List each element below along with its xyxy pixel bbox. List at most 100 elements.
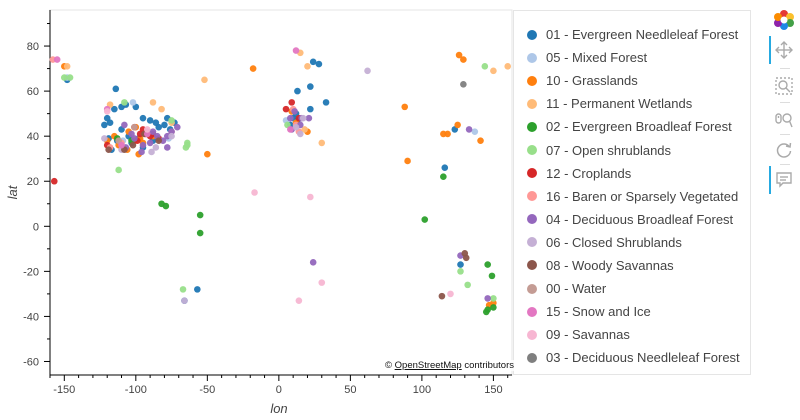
data-point[interactable] [444, 130, 451, 138]
data-point[interactable] [118, 141, 125, 149]
data-point[interactable] [121, 121, 128, 129]
data-point[interactable] [196, 229, 204, 237]
data-point[interactable] [457, 268, 464, 275]
data-point[interactable] [401, 103, 409, 111]
legend-item[interactable]: 08 - Woody Savannas [514, 254, 750, 277]
data-point[interactable] [309, 58, 317, 66]
data-point[interactable] [146, 139, 154, 147]
data-point[interactable] [146, 117, 154, 124]
data-point[interactable] [168, 132, 175, 140]
data-point[interactable] [181, 297, 188, 304]
data-point[interactable] [304, 63, 311, 70]
data-point[interactable] [490, 304, 497, 311]
data-point[interactable] [309, 259, 317, 266]
data-point[interactable] [174, 123, 181, 131]
data-point[interactable] [179, 286, 187, 293]
data-point[interactable] [194, 286, 201, 293]
data-point[interactable] [438, 292, 446, 300]
legend-item[interactable]: 02 - Evergreen Broadleaf Forest [514, 115, 750, 138]
data-point[interactable] [292, 47, 300, 54]
data-point[interactable] [286, 126, 294, 133]
data-point[interactable] [111, 105, 118, 113]
data-point[interactable] [115, 166, 122, 174]
data-point[interactable] [128, 130, 135, 138]
data-point[interactable] [484, 261, 491, 268]
data-point[interactable] [155, 137, 163, 144]
data-point[interactable] [282, 105, 290, 113]
legend-item[interactable]: 05 - Mixed Forest [514, 46, 750, 69]
data-point[interactable] [182, 144, 190, 151]
data-point[interactable] [504, 63, 512, 70]
data-point[interactable] [455, 51, 463, 59]
data-point[interactable] [297, 130, 304, 138]
data-point[interactable] [490, 295, 497, 302]
data-point[interactable] [294, 87, 301, 95]
data-point[interactable] [457, 261, 464, 268]
data-point[interactable] [440, 173, 447, 181]
data-point[interactable] [148, 148, 155, 156]
data-point[interactable] [465, 126, 473, 133]
data-point[interactable] [101, 121, 108, 129]
data-point[interactable] [139, 141, 147, 149]
data-point[interactable] [152, 144, 160, 151]
data-point[interactable] [251, 189, 258, 196]
data-point[interactable] [404, 157, 411, 165]
pan-icon[interactable] [768, 36, 800, 64]
reset-icon[interactable] [768, 136, 800, 164]
data-point[interactable] [488, 272, 496, 280]
data-point[interactable] [61, 74, 68, 81]
data-point[interactable] [454, 121, 461, 129]
data-point[interactable] [158, 105, 165, 113]
data-point[interactable] [295, 297, 303, 304]
legend-item[interactable]: 06 - Closed Shrublands [514, 231, 750, 254]
legend-item[interactable]: 03 - Deciduous Needleleaf Forest [514, 346, 750, 369]
data-point[interactable] [460, 81, 467, 88]
data-point[interactable] [364, 67, 371, 75]
data-point[interactable] [129, 141, 137, 149]
legend-item[interactable]: 12 - Croplands [514, 162, 750, 185]
data-point[interactable] [305, 114, 313, 122]
data-point[interactable] [307, 105, 314, 113]
bokeh-logo-icon[interactable] [768, 6, 800, 34]
data-point[interactable] [112, 85, 120, 93]
data-point[interactable] [139, 114, 147, 122]
data-point[interactable] [161, 121, 168, 129]
openstreetmap-link[interactable]: OpenStreetMap [394, 360, 462, 371]
legend-item[interactable]: 09 - Savannas [514, 323, 750, 346]
data-point[interactable] [155, 123, 163, 131]
data-point[interactable] [168, 117, 175, 124]
data-point[interactable] [162, 202, 170, 210]
data-point[interactable] [129, 99, 137, 106]
data-point[interactable] [131, 123, 138, 131]
data-point[interactable] [441, 164, 449, 172]
data-point[interactable] [163, 144, 171, 151]
data-point[interactable] [464, 281, 471, 289]
data-point[interactable] [291, 108, 298, 115]
data-point[interactable] [286, 114, 294, 122]
data-point[interactable] [288, 99, 296, 106]
data-point[interactable] [53, 56, 61, 63]
data-point[interactable] [471, 128, 479, 135]
data-point[interactable] [249, 65, 257, 72]
data-point[interactable] [322, 99, 330, 106]
legend-item[interactable]: 07 - Open shrublands [514, 138, 750, 161]
data-point[interactable] [315, 60, 323, 68]
data-point[interactable] [421, 216, 429, 223]
data-point[interactable] [149, 128, 157, 135]
wheel-zoom-icon[interactable] [768, 106, 800, 134]
hover-icon[interactable] [768, 166, 800, 194]
data-point[interactable] [204, 150, 211, 158]
data-point[interactable] [447, 290, 454, 298]
data-point[interactable] [490, 67, 497, 75]
data-point[interactable] [63, 63, 71, 70]
data-point[interactable] [482, 308, 490, 316]
data-point[interactable] [105, 146, 112, 153]
data-point[interactable] [101, 135, 108, 142]
data-point[interactable] [103, 108, 111, 115]
data-point[interactable] [307, 193, 314, 201]
legend-item[interactable]: 01 - Evergreen Needleleaf Forest [514, 23, 750, 46]
legend-item[interactable]: 00 - Water [514, 277, 750, 300]
legend-item[interactable]: 16 - Baren or Sparsely Vegetated [514, 185, 750, 208]
data-point[interactable] [143, 126, 151, 133]
